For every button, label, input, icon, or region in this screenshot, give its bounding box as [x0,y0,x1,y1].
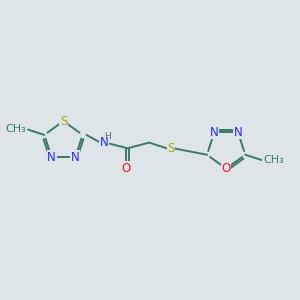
Text: N: N [47,151,56,164]
Text: S: S [60,115,67,128]
Text: N: N [100,136,108,149]
Text: H: H [104,132,111,141]
Text: CH₃: CH₃ [6,124,27,134]
Text: O: O [221,162,231,175]
Text: S: S [167,142,175,155]
Text: N: N [210,126,219,139]
Text: N: N [71,151,80,164]
Text: CH₃: CH₃ [263,155,284,165]
Text: O: O [122,162,131,175]
Text: N: N [234,126,242,139]
